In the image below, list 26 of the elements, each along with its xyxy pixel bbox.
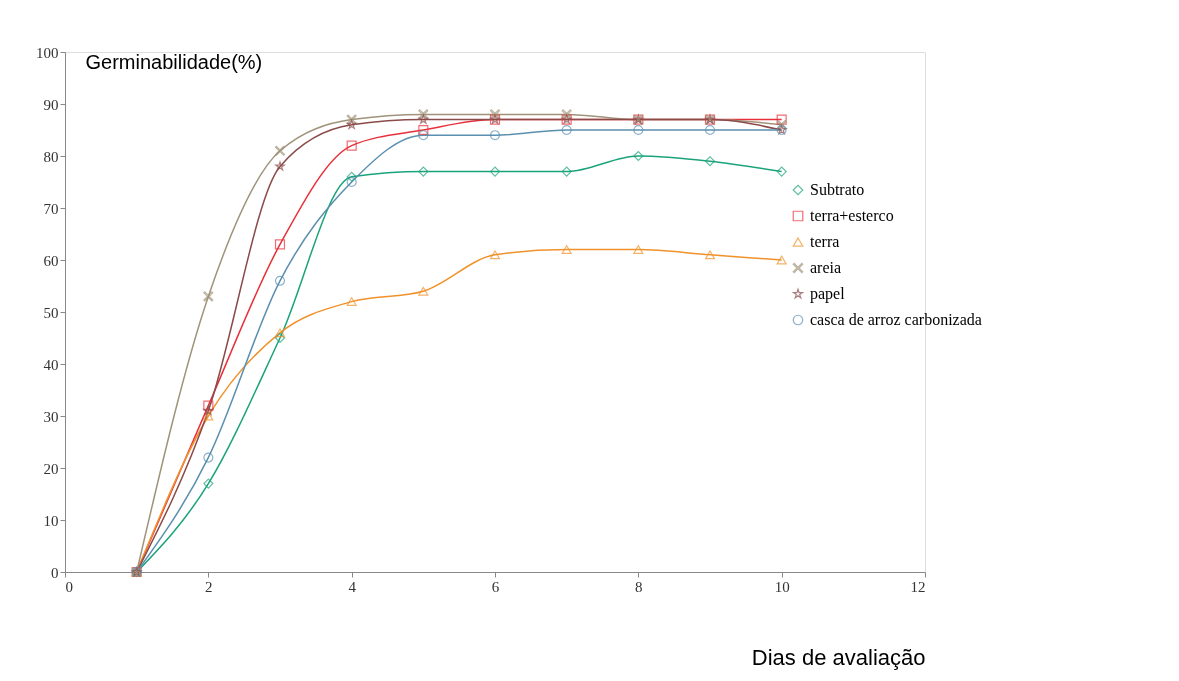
y-tick-label: 60 <box>43 252 59 269</box>
x-tick-label: 8 <box>635 578 643 595</box>
x-tick-label: 0 <box>65 578 73 595</box>
legend-label: terra <box>810 233 840 250</box>
x-tick-label: 4 <box>348 578 357 595</box>
y-tick-label: 80 <box>43 148 59 165</box>
x-tick-label: 10 <box>774 578 790 595</box>
y-tick-label: 0 <box>51 564 59 581</box>
y-tick-label: 40 <box>43 356 59 373</box>
y-tick-label: 70 <box>43 200 59 217</box>
legend-label: terra+esterco <box>810 207 894 224</box>
y-tick-label: 90 <box>43 96 59 113</box>
y-axis-title: Germinabilidade(%) <box>85 50 263 73</box>
legend-label: Subtrato <box>810 181 865 198</box>
legend-label: papel <box>810 285 846 303</box>
y-tick-label: 100 <box>36 44 59 61</box>
y-tick-label: 10 <box>43 512 59 529</box>
y-tick-label: 50 <box>43 304 59 321</box>
x-tick-label: 12 <box>910 578 926 595</box>
x-axis-title: Dias de avaliação <box>751 644 926 670</box>
legend-label: casca de arroz carbonizada <box>810 311 982 328</box>
x-tick-label: 2 <box>205 578 213 595</box>
y-tick-label: 20 <box>43 460 59 477</box>
x-tick-label: 6 <box>491 578 500 595</box>
legend-label: areia <box>810 259 842 276</box>
y-tick-label: 30 <box>43 408 59 425</box>
